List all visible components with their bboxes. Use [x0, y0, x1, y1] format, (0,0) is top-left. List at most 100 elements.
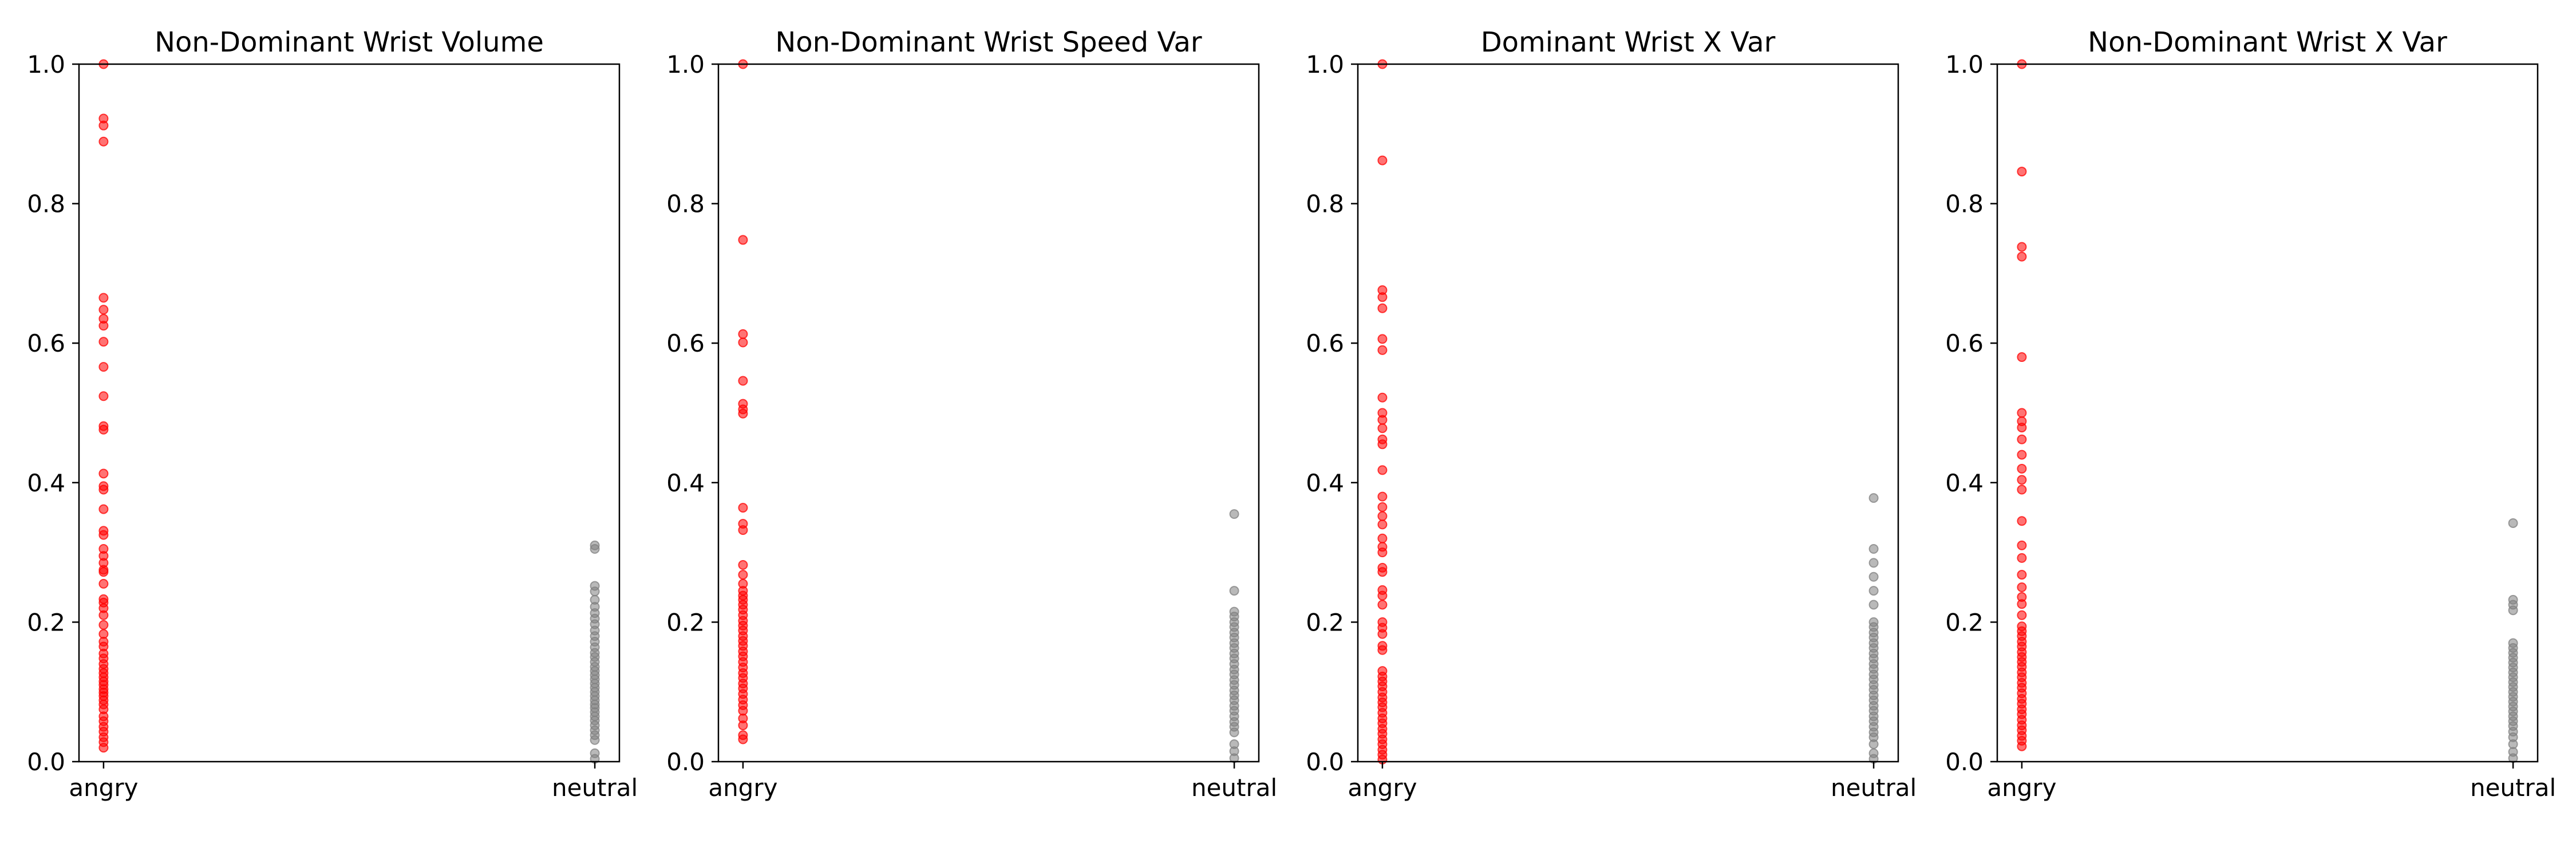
data-point-neutral: [1868, 544, 1879, 554]
y-tick-label: 0.2: [666, 608, 705, 636]
y-tick-label: 0.2: [1306, 608, 1344, 636]
data-point-neutral: [1868, 739, 1879, 750]
data-point-neutral: [1868, 600, 1879, 610]
data-point-angry: [1377, 465, 1388, 475]
data-point-angry: [1377, 502, 1388, 512]
data-point-angry: [2017, 242, 2027, 252]
data-point-angry: [98, 321, 109, 331]
chart-panel-2: Non-Dominant Wrist Speed Var 0.0 0.2 0.4 0.6…: [666, 26, 1277, 802]
y-tick-label: 0.0: [27, 748, 65, 776]
y-tick-label: 0.0: [1306, 748, 1344, 776]
data-point-angry: [98, 484, 109, 495]
data-point-angry: [1377, 155, 1388, 166]
data-point-neutral: [2508, 605, 2518, 616]
data-point-angry: [2017, 434, 2027, 444]
data-point-angry: [1377, 567, 1388, 577]
data-point-angry: [738, 525, 748, 535]
chart-panel-4: Non-Dominant Wrist X Var 0.0 0.2 0.4 0.6 0.8 1…: [1945, 26, 2556, 802]
x-tick-label-neutral: neutral: [1831, 774, 1917, 802]
data-point-angry: [2017, 167, 2027, 177]
data-point-angry: [1377, 392, 1388, 403]
axes-frame: [1996, 63, 2539, 763]
data-point-angry: [738, 503, 748, 513]
axes-frame: [717, 63, 1260, 763]
chart-title: Non-Dominant Wrist Volume: [155, 26, 544, 58]
y-tick-label: 0.2: [1945, 608, 1984, 636]
chart-title: Non-Dominant Wrist Speed Var: [775, 26, 1202, 58]
data-point-neutral: [1868, 572, 1879, 582]
data-point-angry: [1377, 629, 1388, 639]
y-tick-label: 0.4: [27, 469, 65, 497]
data-point-angry: [1377, 345, 1388, 355]
y-tick-label: 0.6: [1306, 329, 1344, 357]
data-point-angry: [98, 424, 109, 435]
data-point-angry: [2017, 570, 2027, 580]
y-tick-label: 0.8: [27, 190, 65, 218]
y-tick-label: 0.8: [1306, 190, 1344, 218]
y-tick-label: 0.8: [666, 190, 705, 218]
data-point-angry: [1377, 519, 1388, 530]
data-point-angry: [1377, 590, 1388, 601]
data-point-angry: [738, 329, 748, 339]
data-point-angry: [738, 720, 748, 731]
data-point-neutral: [590, 544, 600, 554]
data-point-angry: [1377, 303, 1388, 313]
y-tick-label: 1.0: [666, 50, 705, 78]
data-point-neutral: [590, 735, 600, 745]
data-point-angry: [98, 620, 109, 630]
x-tick-label-neutral: neutral: [2470, 774, 2556, 802]
chart-title: Dominant Wrist X Var: [1481, 26, 1776, 58]
data-point-angry: [1377, 423, 1388, 434]
data-point-angry: [2017, 484, 2027, 495]
data-point-angry: [1377, 415, 1388, 425]
data-point-angry: [738, 570, 748, 580]
data-point-angry: [738, 734, 748, 744]
data-point-angry: [2017, 475, 2027, 485]
y-tick-label: 1.0: [1945, 50, 1984, 78]
x-tick-label-neutral: neutral: [552, 774, 638, 802]
data-point-angry: [1377, 511, 1388, 521]
y-tick-label: 0.6: [27, 329, 65, 357]
data-point-angry: [2017, 599, 2027, 609]
data-point-angry: [98, 743, 109, 753]
y-tick-label: 0.8: [1945, 190, 1984, 218]
data-point-angry: [1377, 439, 1388, 450]
data-point-angry: [738, 376, 748, 386]
data-point-angry: [2017, 553, 2027, 563]
y-tick-label: 0.0: [1945, 748, 1984, 776]
data-point-angry: [1377, 292, 1388, 302]
x-tick-label-angry: angry: [708, 774, 777, 802]
axes-frame: [1357, 63, 1899, 763]
data-point-neutral: [2508, 518, 2518, 528]
axes-frame: [78, 63, 621, 763]
x-tick-label-angry: angry: [69, 774, 138, 802]
data-point-angry: [2017, 408, 2027, 418]
data-point-angry: [1377, 533, 1388, 543]
data-point-angry: [2017, 450, 2027, 460]
data-point-angry: [738, 235, 748, 245]
y-tick-label: 0.4: [1945, 469, 1984, 497]
data-point-angry: [738, 337, 748, 348]
data-point-angry: [98, 578, 109, 589]
data-point-angry: [1377, 547, 1388, 558]
y-tick-label: 0.4: [1306, 469, 1344, 497]
x-tick-label-neutral: neutral: [1191, 774, 1277, 802]
data-point-angry: [98, 136, 109, 147]
data-point-angry: [98, 305, 109, 315]
data-point-angry: [1377, 334, 1388, 344]
data-point-angry: [2017, 540, 2027, 550]
data-point-angry: [2017, 516, 2027, 526]
data-point-neutral: [590, 586, 600, 597]
data-point-neutral: [1229, 586, 1239, 596]
data-point-angry: [98, 530, 109, 540]
data-point-angry: [2017, 463, 2027, 474]
data-point-angry: [2017, 610, 2027, 620]
y-tick-label: 0.6: [1945, 329, 1984, 357]
chart-panel-1: Non-Dominant Wrist Volume 0.0 0.2 0.4 0.6 0.8…: [27, 26, 638, 802]
y-tick-label: 0.4: [666, 469, 705, 497]
data-point-angry: [98, 391, 109, 401]
data-point-angry: [98, 610, 109, 620]
chart-title: Non-Dominant Wrist X Var: [2088, 26, 2447, 58]
data-point-angry: [2017, 251, 2027, 262]
